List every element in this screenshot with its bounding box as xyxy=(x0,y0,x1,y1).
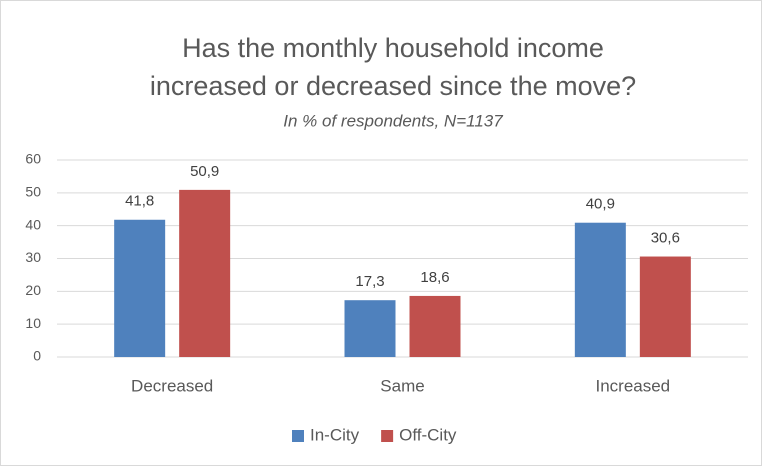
y-tick-label: 20 xyxy=(25,282,41,298)
x-tick-label: Increased xyxy=(595,376,670,395)
legend-label: Off-City xyxy=(399,425,457,444)
value-label: 41,8 xyxy=(125,193,154,210)
value-label: 50,9 xyxy=(190,163,219,180)
value-label: 30,6 xyxy=(651,229,680,246)
legend-swatch xyxy=(381,430,394,442)
y-tick-label: 60 xyxy=(25,151,41,167)
bar xyxy=(409,295,461,357)
y-tick-label: 40 xyxy=(25,216,41,232)
legend-label: In-City xyxy=(310,425,360,444)
y-tick-label: 10 xyxy=(25,315,41,331)
chart-subtitle: In % of respondents, N=1137 xyxy=(283,111,503,130)
bar xyxy=(639,256,691,357)
y-tick-label: 0 xyxy=(33,348,41,364)
x-tick-label: Same xyxy=(380,376,424,395)
value-label: 17,3 xyxy=(355,273,384,290)
bar xyxy=(574,222,626,357)
bar xyxy=(114,219,166,357)
y-tick-label: 50 xyxy=(25,184,41,200)
bar xyxy=(344,300,396,357)
value-label: 18,6 xyxy=(420,269,449,286)
chart-title: increased or decreased since the move? xyxy=(150,71,636,101)
chart-title: Has the monthly household income xyxy=(182,33,604,63)
legend-swatch xyxy=(292,430,304,442)
bar xyxy=(179,189,231,357)
value-label: 40,9 xyxy=(586,196,615,213)
x-tick-label: Decreased xyxy=(131,376,213,395)
y-tick-label: 30 xyxy=(25,249,41,265)
